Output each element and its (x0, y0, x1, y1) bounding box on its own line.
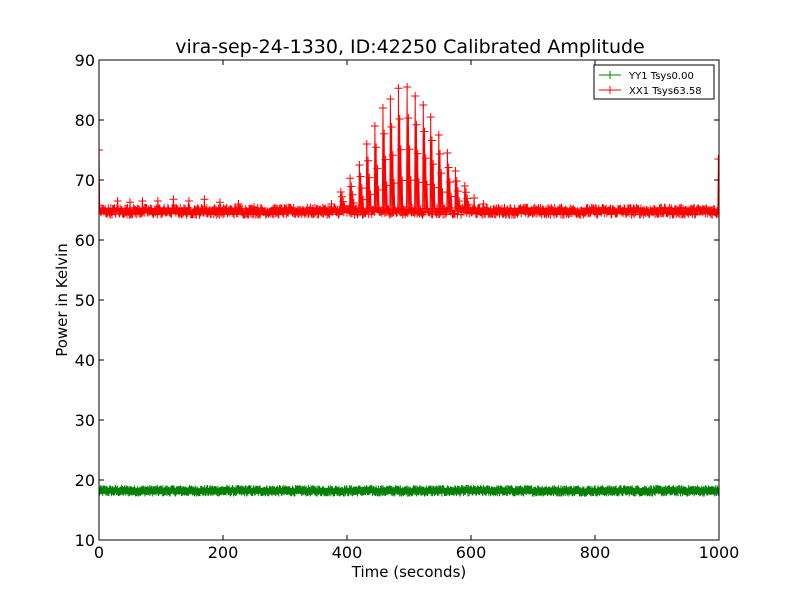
legend-label: XX1 Tsys63.58 (629, 86, 702, 97)
y-tick-label: 30 (75, 411, 95, 430)
x-axis-label: Time (seconds) (351, 563, 467, 581)
series-1 (99, 485, 719, 497)
y-tick-label: 50 (75, 291, 95, 310)
axis-ticks: 0 200 400 600 800 1000 10 20 30 40 50 60 70 80 90 (75, 51, 740, 562)
chart-title: vira-sep-24-1330, ID:42250 Calibrated Am… (175, 36, 645, 58)
y-tick-label: 20 (75, 471, 95, 490)
x-tick-label: 600 (456, 543, 487, 562)
legend-marker (606, 71, 614, 79)
y-tick-label: 60 (75, 231, 95, 250)
legend-label: YY1 Tsys0.00 (628, 71, 694, 82)
y-tick-label: 80 (75, 111, 95, 130)
series-line (99, 86, 719, 217)
legend-box (593, 64, 715, 100)
y-tick-label: 70 (75, 171, 95, 190)
legend: YY1 Tsys0.00 XX1 Tsys63.58 (593, 64, 715, 100)
x-tick-label: 200 (208, 543, 239, 562)
series-markers (99, 485, 719, 497)
x-tick-label: 800 (580, 543, 611, 562)
series-2 (99, 83, 719, 219)
x-tick-label: 0 (94, 543, 104, 562)
x-tick-label: 1000 (699, 543, 740, 562)
y-tick-label: 10 (75, 531, 95, 550)
legend-marker (606, 86, 614, 94)
y-axis-label: Power in Kelvin (53, 243, 71, 357)
x-tick-label: 400 (332, 543, 363, 562)
y-tick-label: 40 (75, 351, 95, 370)
y-tick-label: 90 (75, 51, 95, 70)
series-markers (99, 83, 719, 219)
plot-frame (98, 59, 720, 541)
